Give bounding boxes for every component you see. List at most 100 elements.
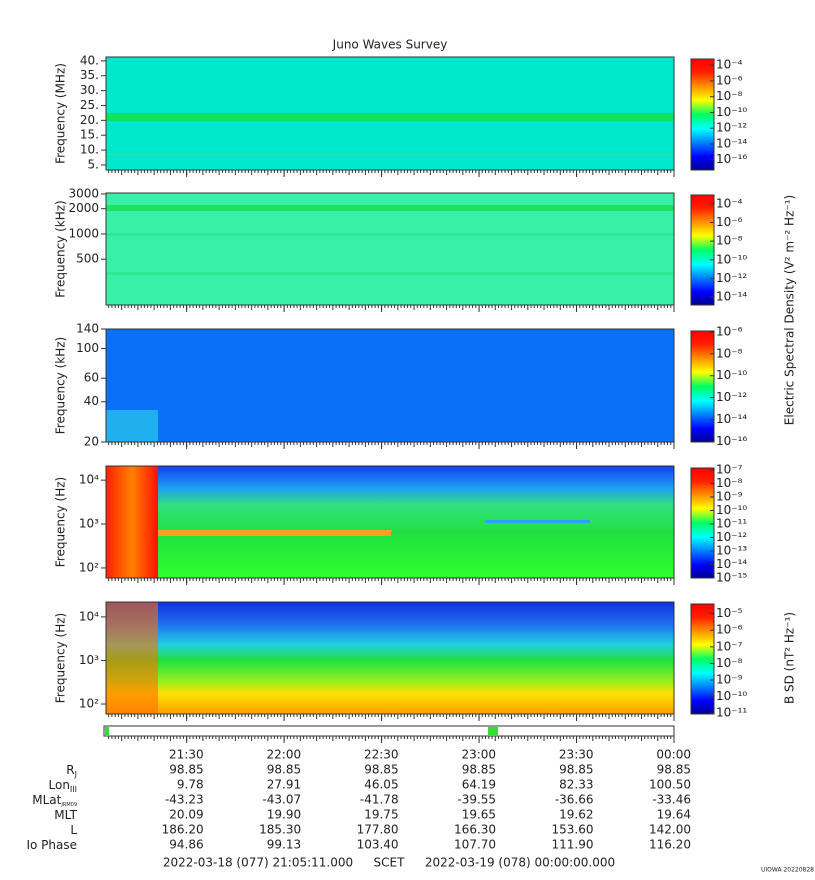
ephemeris-label-text: R bbox=[66, 763, 74, 777]
ephemeris-value: 166.30 bbox=[454, 823, 496, 837]
plot-frame bbox=[105, 328, 675, 443]
ephemeris-value: 19.62 bbox=[559, 808, 593, 822]
y-axis-label: Frequency (MHz) bbox=[54, 63, 68, 164]
colorbar-tick-label: 10⁻⁸ bbox=[716, 234, 743, 248]
ephemeris-label-text: Io Phase bbox=[26, 838, 77, 852]
colorbar-tick-label: 10⁻⁸ bbox=[716, 476, 743, 490]
end-time: 2022-03-19 (078) 00:00:00.000 bbox=[425, 856, 615, 870]
x-tick-label: 22:00 bbox=[267, 748, 302, 762]
ephemeris-value: 98.85 bbox=[559, 763, 593, 777]
ephemeris-value: 98.85 bbox=[169, 763, 203, 777]
ephemeris-value: 64.19 bbox=[462, 778, 496, 792]
ephemeris-value: 99.13 bbox=[267, 838, 301, 852]
y-tick-label: 30. bbox=[80, 83, 99, 97]
ephemeris-label: MLatJRM09 bbox=[32, 793, 77, 808]
colorbar-tick-label: 10⁻¹⁰ bbox=[716, 689, 747, 703]
colorbar bbox=[690, 603, 715, 715]
y-tick-label: 25. bbox=[80, 98, 99, 112]
coverage-strip bbox=[103, 725, 675, 737]
y-tick-label: 40. bbox=[80, 53, 99, 67]
y-tick-label: 10³ bbox=[79, 653, 99, 667]
ephemeris-value: 94.86 bbox=[169, 838, 203, 852]
plot-frame bbox=[105, 601, 675, 715]
ephemeris-label: LonIII bbox=[49, 778, 78, 794]
colorbar-tick-label: 10⁻⁶ bbox=[716, 215, 743, 229]
ephemeris-value: 46.05 bbox=[364, 778, 398, 792]
ephemeris-value: 111.90 bbox=[552, 838, 594, 852]
start-time: 2022-03-18 (077) 21:05:11.000 bbox=[163, 856, 353, 870]
ephemeris-label: RJ bbox=[66, 763, 77, 779]
ephemeris-value: 98.85 bbox=[462, 763, 496, 777]
y-tick-label: 15. bbox=[80, 128, 99, 142]
x-tick-label: 00:00 bbox=[656, 748, 691, 762]
ephemeris-label: MLT bbox=[54, 808, 77, 822]
plot-frame bbox=[105, 465, 675, 579]
y-axis-label: Frequency (Hz) bbox=[54, 613, 68, 704]
ephemeris-value: 107.70 bbox=[454, 838, 496, 852]
ephemeris-value: 20.09 bbox=[169, 808, 203, 822]
colorbar-tick-label: 10⁻¹⁴ bbox=[716, 412, 747, 426]
ephemeris-label-text: L bbox=[70, 823, 77, 837]
colorbar-label: B SD (nT² Hz⁻¹) bbox=[783, 612, 797, 704]
ephemeris-label-text: MLT bbox=[54, 808, 77, 822]
spectrogram-images bbox=[106, 57, 674, 714]
colorbar-tick-label: 10⁻⁴ bbox=[716, 196, 743, 210]
credit: UIOWA 20220828 bbox=[761, 867, 814, 874]
colorbar bbox=[690, 194, 715, 306]
colorbar-tick-label: 10⁻¹² bbox=[716, 121, 747, 135]
y-tick-label: 20 bbox=[84, 435, 99, 449]
colorbar-tick-label: 10⁻⁹ bbox=[716, 673, 743, 687]
ephemeris-label-sub: III bbox=[70, 785, 77, 794]
ephemeris-value: 116.20 bbox=[649, 838, 691, 852]
colorbar bbox=[690, 58, 715, 171]
ephemeris-label-sub: J bbox=[74, 770, 77, 779]
y-axis-label: Frequency (Hz) bbox=[54, 477, 68, 568]
colorbar-tick-label: 10⁻⁶ bbox=[716, 324, 743, 338]
ephemeris-value: 98.85 bbox=[364, 763, 398, 777]
colorbar-tick-label: 10⁻⁸ bbox=[716, 656, 743, 670]
y-tick-label: 10. bbox=[80, 143, 99, 157]
colorbar-tick-label: 10⁻¹² bbox=[716, 530, 747, 544]
ephemeris-value: -33.46 bbox=[652, 793, 691, 807]
y-tick-label: 35. bbox=[80, 68, 99, 82]
ephemeris-value: 185.30 bbox=[259, 823, 301, 837]
colorbar-tick-label: 10⁻¹² bbox=[716, 390, 747, 404]
ephemeris-value: 19.90 bbox=[267, 808, 301, 822]
colorbar-tick-label: 10⁻¹⁰ bbox=[716, 503, 747, 517]
y-tick-label: 5. bbox=[88, 157, 99, 171]
colorbar-tick-label: 10⁻⁴ bbox=[716, 58, 743, 72]
y-tick-label: 10⁴ bbox=[79, 473, 99, 487]
y-tick-label: 2000 bbox=[68, 201, 99, 215]
ephemeris-label: L bbox=[70, 823, 77, 837]
ephemeris-value: 19.65 bbox=[462, 808, 496, 822]
y-tick-label: 140 bbox=[76, 322, 99, 336]
colorbar-tick-label: 10⁻¹⁴ bbox=[716, 136, 747, 150]
ephemeris-value: 98.85 bbox=[657, 763, 691, 777]
colorbar-tick-label: 10⁻⁵ bbox=[716, 606, 743, 620]
ephemeris-value: 153.60 bbox=[552, 823, 594, 837]
ephemeris-value: 177.80 bbox=[357, 823, 399, 837]
ephemeris-value: 103.40 bbox=[357, 838, 399, 852]
colorbar-tick-label: 10⁻¹⁴ bbox=[716, 290, 747, 304]
y-tick-label: 60 bbox=[84, 371, 99, 385]
x-tick-label: 21:30 bbox=[169, 748, 204, 762]
ephemeris-value: -39.55 bbox=[457, 793, 496, 807]
ephemeris-value: 9.78 bbox=[177, 778, 204, 792]
ephemeris-label-sub: JRM09 bbox=[60, 802, 77, 808]
ephemeris-value: 100.50 bbox=[649, 778, 691, 792]
colorbar-tick-label: 10⁻¹¹ bbox=[716, 706, 747, 720]
y-tick-label: 500 bbox=[76, 252, 99, 266]
ephemeris-value: 19.75 bbox=[364, 808, 398, 822]
plot-frame bbox=[105, 56, 675, 171]
ephemeris-label: Io Phase bbox=[26, 838, 77, 852]
colorbar bbox=[690, 330, 715, 443]
colorbar-label: Electric Spectral Density (V² m⁻² Hz⁻¹) bbox=[783, 195, 797, 425]
time-frame: SCET bbox=[374, 856, 406, 870]
ephemeris-value: 186.20 bbox=[162, 823, 204, 837]
x-tick-label: 22:30 bbox=[364, 748, 399, 762]
ephemeris-label-text: Lon bbox=[49, 778, 70, 792]
ephemeris-value: 82.33 bbox=[559, 778, 593, 792]
y-tick-label: 40 bbox=[84, 394, 99, 408]
colorbar-tick-label: 10⁻⁷ bbox=[716, 639, 743, 653]
y-tick-label: 10⁴ bbox=[79, 609, 99, 623]
